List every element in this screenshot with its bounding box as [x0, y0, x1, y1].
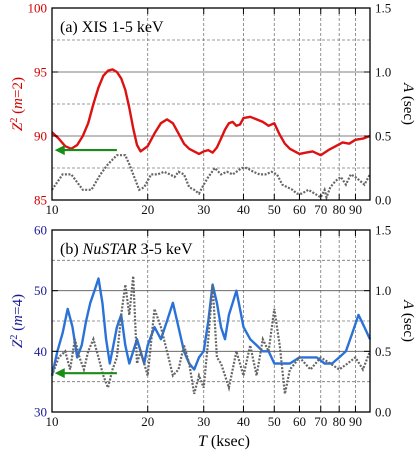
right-y-tick-label: 1.5	[375, 223, 391, 238]
a-left-y-axis-label: Z2 (m=2)	[9, 77, 27, 131]
right-y-tick-label: 0.5	[375, 129, 391, 144]
x-tick-label: 50	[268, 414, 281, 429]
x-tick-label: 10	[46, 414, 59, 429]
left-y-tick-label: 60	[34, 223, 47, 238]
panel-b: 10 20 30 40 50 60 70 80 90 30 40 50 60 0.0 0.5 1.0 1.5 (b…	[9, 223, 417, 430]
left-y-tick-label: 90	[34, 129, 47, 144]
x-tick-label: 80	[333, 414, 346, 429]
b-panel-title: (b) NuSTAR 3-5 keV	[60, 241, 193, 258]
left-y-tick-label: 50	[34, 283, 47, 298]
x-tick-label: 10	[46, 202, 59, 217]
x-tick-label: 20	[141, 414, 154, 429]
x-tick-label: 20	[141, 202, 154, 217]
right-y-tick-label: 1.5	[375, 1, 391, 16]
b-plot-frame	[51, 229, 371, 413]
x-tick-label: 60	[293, 414, 306, 429]
right-y-tick-label: 0.0	[375, 405, 391, 420]
left-y-tick-label: 100	[28, 1, 48, 16]
b-z-squared-series	[50, 277, 372, 376]
x-tick-label: 30	[197, 414, 210, 429]
a-plot-frame	[51, 7, 371, 201]
x-tick-label: 90	[349, 202, 362, 217]
x-tick-label: 60	[293, 202, 306, 217]
b-right-y-axis-label: A (sec)	[400, 299, 416, 342]
b-left-y-axis-label: Z2 (m=4)	[9, 294, 27, 348]
a-z-squared-series	[51, 68, 371, 157]
x-tick-label: 30	[197, 202, 210, 217]
a-right-y-axis-label: A (sec)	[400, 82, 416, 125]
right-y-tick-label: 0.5	[375, 344, 391, 359]
x-tick-label: 80	[333, 202, 346, 217]
left-y-tick-label: 40	[34, 344, 47, 359]
x-tick-label: 40	[237, 202, 250, 217]
a-arrow-head	[54, 145, 65, 156]
x-tick-label: 50	[268, 202, 281, 217]
x-tick-label: 70	[314, 414, 327, 429]
panel-a: 10 20 30 40 50 60 70 80 908590951000.00.51.01.5(…	[9, 1, 417, 218]
a-amplitude-series	[51, 154, 371, 202]
right-y-tick-label: 1.0	[375, 283, 391, 298]
x-tick-label: 70	[314, 202, 327, 217]
x-tick-label: 40	[237, 414, 250, 429]
right-y-tick-label: 0.0	[375, 193, 391, 208]
left-y-tick-label: 85	[34, 193, 47, 208]
b-arrow-head	[54, 368, 65, 379]
left-y-tick-label: 95	[34, 65, 47, 80]
x-tick-label: 90	[349, 414, 362, 429]
left-y-tick-label: 30	[34, 405, 47, 420]
b-amplitude-series	[50, 275, 372, 395]
x-axis-label: T (ksec)	[198, 433, 250, 450]
right-y-tick-label: 1.0	[375, 65, 391, 80]
a-panel-title: (a) XIS 1-5 keV	[60, 19, 164, 36]
